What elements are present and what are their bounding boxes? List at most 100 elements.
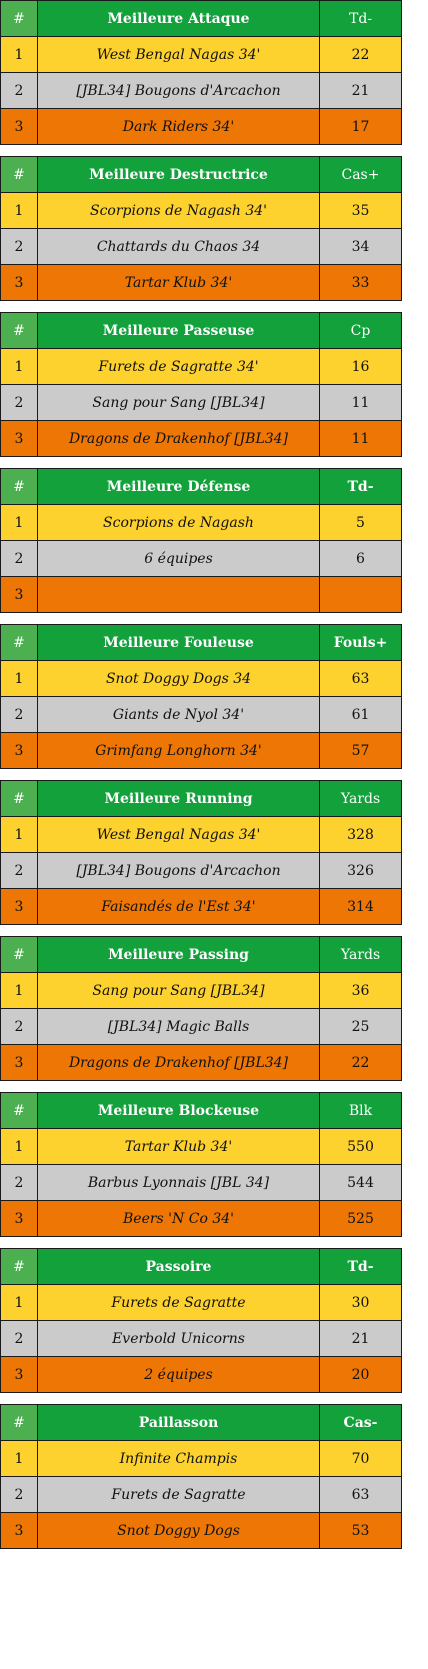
rank-column-header: # bbox=[0, 1092, 38, 1129]
team-name-cell: Snot Doggy Dogs bbox=[37, 1512, 320, 1549]
category-title: Meilleure Running bbox=[37, 780, 320, 817]
team-name-cell: [JBL34] Bougons d'Arcachon bbox=[37, 72, 320, 109]
table-row: 1 Tartar Klub 34' 550 bbox=[0, 1128, 402, 1165]
stat-column-header: Fouls+ bbox=[319, 624, 402, 661]
ranking-table: # Meilleure Running Yards 1 West Bengal Naga… bbox=[0, 780, 402, 925]
team-name-cell bbox=[37, 576, 320, 613]
table-row: 2 Furets de Sagratte 63 bbox=[0, 1476, 402, 1513]
stat-value-cell: 33 bbox=[319, 264, 402, 301]
stat-value-cell: 16 bbox=[319, 348, 402, 385]
category-title: Meilleure Destructrice bbox=[37, 156, 320, 193]
table-header-row: # Meilleure Passeuse Cp bbox=[0, 312, 402, 349]
table-header-row: # Meilleure Fouleuse Fouls+ bbox=[0, 624, 402, 661]
rank-cell: 1 bbox=[0, 1440, 38, 1477]
rank-cell: 1 bbox=[0, 348, 38, 385]
team-name-cell: West Bengal Nagas 34' bbox=[37, 36, 320, 73]
team-name-cell: Dark Riders 34' bbox=[37, 108, 320, 145]
rank-cell: 3 bbox=[0, 1512, 38, 1549]
table-row: 2 [JBL34] Bougons d'Arcachon 326 bbox=[0, 852, 402, 889]
rank-cell: 3 bbox=[0, 1356, 38, 1393]
table-row: 1 Furets de Sagratte 30 bbox=[0, 1284, 402, 1321]
rank-cell: 3 bbox=[0, 264, 38, 301]
table-row: 2 Sang pour Sang [JBL34] 11 bbox=[0, 384, 402, 421]
stat-value-cell: 328 bbox=[319, 816, 402, 853]
stat-value-cell bbox=[319, 576, 402, 613]
rank-cell: 1 bbox=[0, 192, 38, 229]
ranking-table: # Meilleure Passeuse Cp 1 Furets de Sagratte… bbox=[0, 312, 402, 457]
rank-cell: 2 bbox=[0, 228, 38, 265]
table-row: 1 Sang pour Sang [JBL34] 36 bbox=[0, 972, 402, 1009]
table-row: 1 Snot Doggy Dogs 34 63 bbox=[0, 660, 402, 697]
table-header-row: # Meilleure Blockeuse Blk bbox=[0, 1092, 402, 1129]
stat-value-cell: 63 bbox=[319, 1476, 402, 1513]
table-row: 2 Chattards du Chaos 34 34 bbox=[0, 228, 402, 265]
stat-column-header: Yards bbox=[319, 780, 402, 817]
table-row: 3 bbox=[0, 576, 402, 613]
stat-value-cell: 35 bbox=[319, 192, 402, 229]
stat-value-cell: 544 bbox=[319, 1164, 402, 1201]
rank-cell: 1 bbox=[0, 660, 38, 697]
rank-column-header: # bbox=[0, 780, 38, 817]
category-title: Meilleure Blockeuse bbox=[37, 1092, 320, 1129]
stat-value-cell: 36 bbox=[319, 972, 402, 1009]
category-title: Meilleure Attaque bbox=[37, 0, 320, 37]
rank-cell: 2 bbox=[0, 1164, 38, 1201]
stat-value-cell: 57 bbox=[319, 732, 402, 769]
rank-cell: 1 bbox=[0, 972, 38, 1009]
table-row: 1 Scorpions de Nagash 5 bbox=[0, 504, 402, 541]
table-row: 2 Everbold Unicorns 21 bbox=[0, 1320, 402, 1357]
team-name-cell: Infinite Champis bbox=[37, 1440, 320, 1477]
stat-column-header: Td- bbox=[319, 0, 402, 37]
rank-cell: 2 bbox=[0, 852, 38, 889]
table-row: 2 Barbus Lyonnais [JBL 34] 544 bbox=[0, 1164, 402, 1201]
rank-cell: 1 bbox=[0, 1128, 38, 1165]
ranking-table: # Meilleure Fouleuse Fouls+ 1 Snot Doggy Dog… bbox=[0, 624, 402, 769]
rank-column-header: # bbox=[0, 1404, 38, 1441]
stat-value-cell: 21 bbox=[319, 1320, 402, 1357]
rank-cell: 2 bbox=[0, 384, 38, 421]
stat-column-header: Td- bbox=[319, 1248, 402, 1285]
table-row: 2 Giants de Nyol 34' 61 bbox=[0, 696, 402, 733]
team-name-cell: Sang pour Sang [JBL34] bbox=[37, 972, 320, 1009]
team-name-cell: West Bengal Nagas 34' bbox=[37, 816, 320, 853]
rank-column-header: # bbox=[0, 312, 38, 349]
category-title: Paillasson bbox=[37, 1404, 320, 1441]
team-name-cell: Sang pour Sang [JBL34] bbox=[37, 384, 320, 421]
stat-column-header: Cas+ bbox=[319, 156, 402, 193]
table-row: 1 Infinite Champis 70 bbox=[0, 1440, 402, 1477]
team-name-cell: Furets de Sagratte bbox=[37, 1476, 320, 1513]
table-row: 3 Dragons de Drakenhof [JBL34] 11 bbox=[0, 420, 402, 457]
rank-cell: 3 bbox=[0, 1200, 38, 1237]
stat-column-header: Yards bbox=[319, 936, 402, 973]
table-header-row: # Paillasson Cas- bbox=[0, 1404, 402, 1441]
ranking-table: # Meilleure Blockeuse Blk 1 Tartar Klub 34' 5… bbox=[0, 1092, 402, 1237]
team-name-cell: Scorpions de Nagash bbox=[37, 504, 320, 541]
table-row: 1 West Bengal Nagas 34' 328 bbox=[0, 816, 402, 853]
category-title: Passoire bbox=[37, 1248, 320, 1285]
stat-value-cell: 314 bbox=[319, 888, 402, 925]
table-row: 3 Beers 'N Co 34' 525 bbox=[0, 1200, 402, 1237]
team-name-cell: Dragons de Drakenhof [JBL34] bbox=[37, 1044, 320, 1081]
table-row: 1 Scorpions de Nagash 34' 35 bbox=[0, 192, 402, 229]
ranking-table: # Meilleure Passing Yards 1 Sang pour Sang [… bbox=[0, 936, 402, 1081]
team-name-cell: Barbus Lyonnais [JBL 34] bbox=[37, 1164, 320, 1201]
table-header-row: # Meilleure Passing Yards bbox=[0, 936, 402, 973]
stat-value-cell: 25 bbox=[319, 1008, 402, 1045]
rank-column-header: # bbox=[0, 468, 38, 505]
stat-value-cell: 17 bbox=[319, 108, 402, 145]
stat-value-cell: 20 bbox=[319, 1356, 402, 1393]
rank-cell: 1 bbox=[0, 36, 38, 73]
rank-cell: 1 bbox=[0, 1284, 38, 1321]
stat-value-cell: 326 bbox=[319, 852, 402, 889]
stat-value-cell: 61 bbox=[319, 696, 402, 733]
table-row: 1 West Bengal Nagas 34' 22 bbox=[0, 36, 402, 73]
rank-cell: 2 bbox=[0, 1008, 38, 1045]
rank-cell: 3 bbox=[0, 1044, 38, 1081]
stat-value-cell: 22 bbox=[319, 36, 402, 73]
table-header-row: # Meilleure Running Yards bbox=[0, 780, 402, 817]
rank-cell: 1 bbox=[0, 504, 38, 541]
table-row: 2 [JBL34] Magic Balls 25 bbox=[0, 1008, 402, 1045]
table-row: 3 Faisandés de l'Est 34' 314 bbox=[0, 888, 402, 925]
stat-column-header: Cas- bbox=[319, 1404, 402, 1441]
rank-cell: 2 bbox=[0, 1320, 38, 1357]
